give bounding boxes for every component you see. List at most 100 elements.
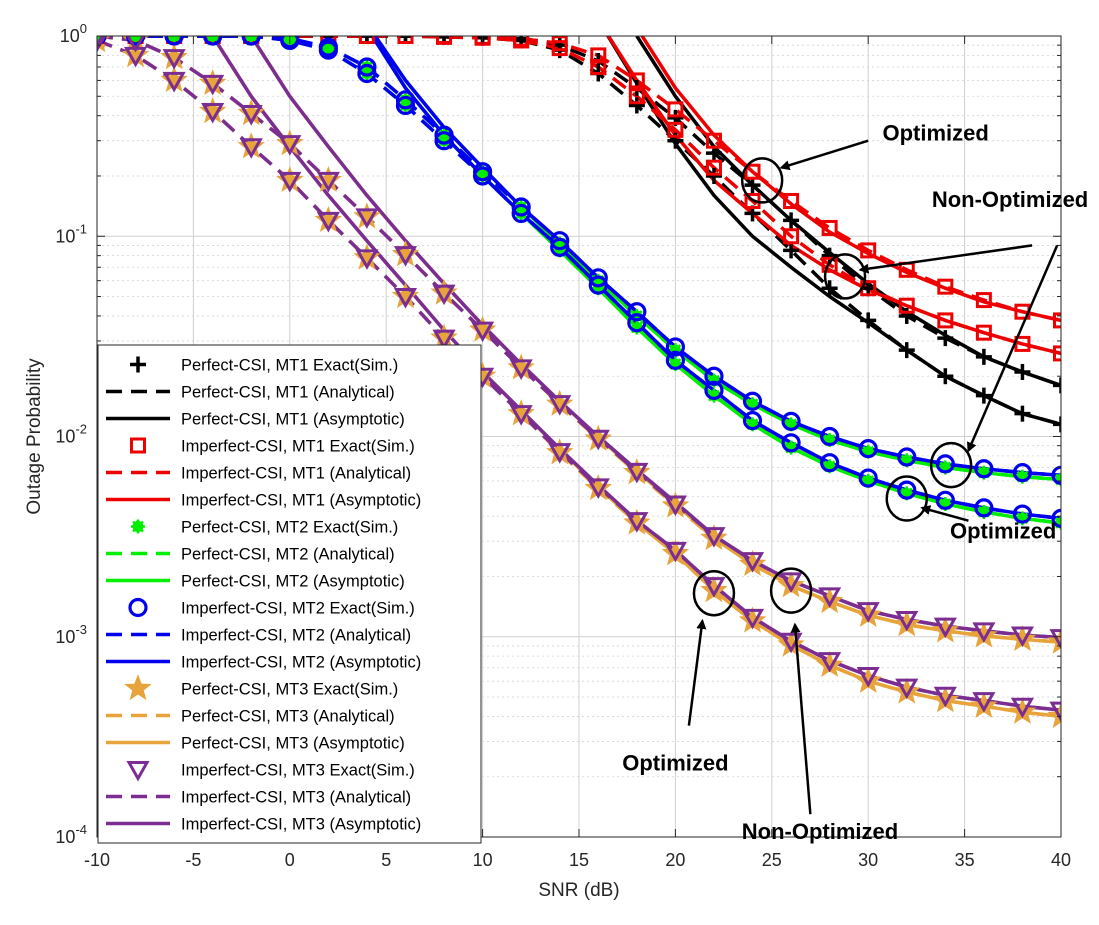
data-point [975, 292, 992, 309]
x-tick-label: 25 [762, 850, 782, 870]
annotation-ellipse [823, 253, 867, 300]
legend-marker [130, 356, 146, 373]
data-point [1010, 626, 1035, 648]
data-point [663, 495, 687, 517]
data-point [590, 47, 607, 64]
data-point [935, 454, 955, 474]
data-point [391, 240, 420, 267]
data-point [160, 43, 188, 70]
legend-label: Perfect-CSI, MT2 (Analytical) [181, 546, 395, 564]
y-tick-label: 10-2 [55, 422, 87, 447]
data-point [975, 348, 992, 365]
data-point [860, 312, 877, 329]
data-point [471, 321, 495, 343]
data-point [1012, 463, 1033, 483]
annotation-arrow [920, 505, 969, 522]
data-point [820, 426, 840, 447]
data-point [321, 40, 336, 55]
x-axis-label: SNR (dB) [538, 880, 619, 901]
data-point [858, 468, 878, 488]
data-point [353, 243, 381, 270]
data-point [856, 602, 880, 623]
data-point [898, 342, 915, 359]
data-point [705, 167, 722, 184]
annotation-label: Optimized [622, 750, 728, 775]
data-point [548, 443, 572, 464]
data-point [162, 71, 186, 93]
data-point [318, 37, 338, 57]
data-point [898, 297, 915, 314]
data-point [201, 102, 225, 124]
data-point [1053, 345, 1061, 362]
x-tick-label: 5 [381, 850, 391, 870]
data-point [355, 249, 379, 270]
data-point [164, 36, 184, 46]
data-point [358, 36, 375, 44]
annotation-ellipse [929, 441, 973, 489]
legend-label: Perfect-CSI, MT1 (Analytical) [181, 384, 395, 402]
data-point [1049, 629, 1061, 650]
data-point [430, 278, 458, 305]
series-line [97, 36, 1061, 388]
legend-label: Perfect-CSI, MT1 (Asymptotic) [181, 411, 405, 429]
data-point [436, 36, 453, 44]
data-point [1014, 363, 1031, 380]
y-tick-exponent: -1 [75, 221, 87, 236]
data-point [432, 284, 456, 306]
data-point [588, 268, 608, 288]
data-point [548, 395, 572, 416]
data-point [509, 359, 533, 380]
data-point [665, 350, 686, 370]
data-point [705, 159, 722, 176]
series-line [97, 36, 1061, 426]
data-point [355, 208, 379, 229]
data-point [507, 399, 535, 426]
data-point [357, 63, 377, 84]
data-point [473, 162, 493, 182]
data-point [895, 678, 919, 700]
data-point [391, 282, 420, 309]
data-point [468, 315, 497, 342]
data-point [628, 97, 645, 114]
data-point [550, 237, 570, 257]
x-tick-label: 15 [569, 850, 589, 870]
x-tick-label: 0 [285, 850, 295, 870]
data-point [432, 329, 456, 351]
data-point [316, 171, 340, 193]
legend-label: Imperfect-CSI, MT3 (Asymptotic) [181, 816, 421, 834]
data-point [237, 99, 265, 126]
legend-label: Imperfect-CSI, MT1 (Asymptotic) [181, 492, 421, 510]
data-point [704, 380, 724, 400]
data-point [509, 405, 533, 426]
annotation-arrow [779, 139, 869, 171]
data-point [276, 129, 304, 156]
annotation-ellipse [885, 475, 929, 522]
data-point [203, 36, 223, 46]
y-tick-label: 10-4 [55, 822, 87, 847]
annotation-label: Optimized [883, 121, 989, 146]
legend-label: Imperfect-CSI, MT2 (Asymptotic) [181, 654, 421, 672]
data-point [162, 49, 186, 70]
data-point [625, 462, 649, 484]
legend-marker [130, 437, 146, 454]
legend-marker [124, 674, 152, 701]
data-point [393, 288, 418, 309]
series-line [97, 36, 1061, 356]
data-point [511, 203, 531, 224]
data-point [357, 57, 377, 77]
legend-box [97, 344, 482, 844]
legend-label: Perfect-CSI, MT3 (Analytical) [181, 708, 395, 726]
data-point [740, 552, 765, 573]
data-point [507, 353, 535, 380]
legend-label: Imperfect-CSI, MT1 Exact(Sim.) [181, 438, 415, 456]
data-point [821, 219, 838, 236]
data-point [972, 692, 996, 713]
y-tick-exponent: -3 [75, 622, 87, 637]
annotation-arrow [967, 244, 1059, 453]
data-point [316, 211, 340, 233]
y-tick-base: 10 [55, 827, 75, 847]
data-point [779, 572, 803, 593]
data-point [821, 256, 838, 273]
annotation-arrow [687, 618, 707, 726]
data-point [198, 68, 227, 96]
